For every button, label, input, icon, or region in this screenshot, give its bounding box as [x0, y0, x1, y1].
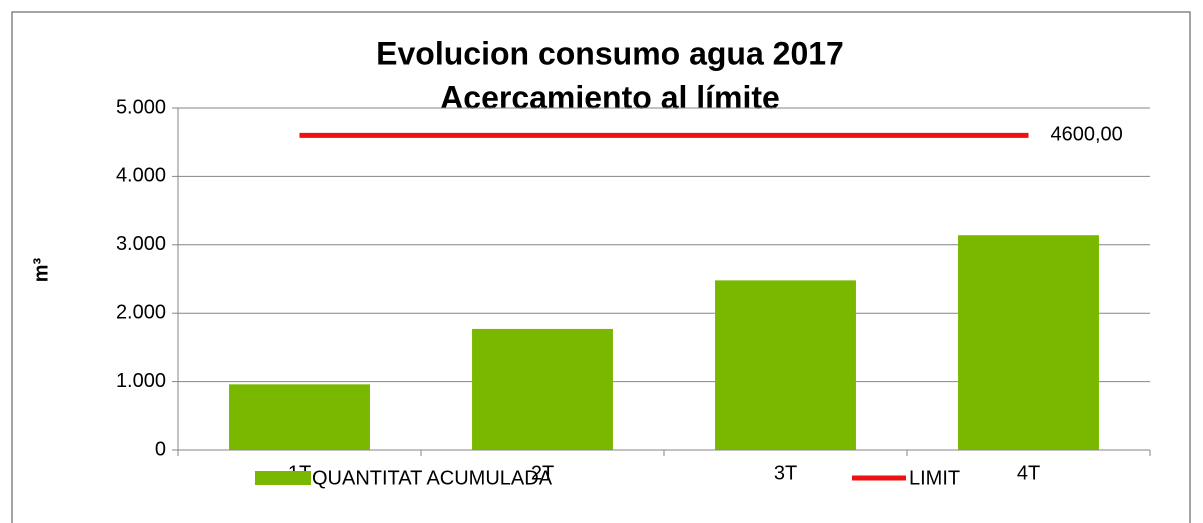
y-tick-label: 4.000 — [116, 165, 166, 187]
chart-title: Evolucion consumo agua 2017 — [376, 35, 844, 71]
chart-subtitle: Acercamiento al límite — [440, 79, 780, 115]
legend-swatch — [255, 471, 311, 485]
bar — [229, 384, 370, 450]
x-tick-label: 3T — [774, 462, 797, 484]
y-tick-label: 2.000 — [116, 301, 166, 323]
x-tick-label: 2T — [531, 462, 554, 484]
bar — [472, 328, 613, 450]
x-tick-label: 4T — [1017, 462, 1040, 484]
y-tick-label: 1.000 — [116, 370, 166, 392]
legend-label: LIMIT — [909, 467, 960, 489]
legend-label: QUANTITAT ACUMULADA — [312, 467, 553, 489]
bar — [958, 235, 1099, 450]
y-tick-label: 3.000 — [116, 233, 166, 255]
bar — [715, 280, 856, 450]
data-label: 4600,00 — [1051, 124, 1123, 146]
y-axis-label: m³ — [30, 257, 52, 282]
y-tick-label: 0 — [155, 438, 166, 460]
y-tick-label: 5.000 — [116, 96, 166, 118]
